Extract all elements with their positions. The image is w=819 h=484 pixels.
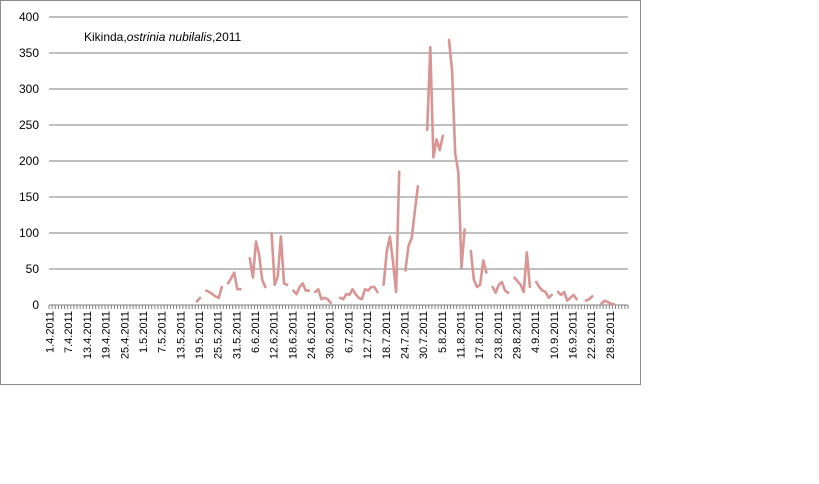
- series-line-segment: [338, 285, 379, 301]
- x-tick-label: 16.9.2011: [568, 311, 580, 359]
- y-tick-label: 0: [32, 298, 39, 312]
- series-line-segment: [513, 251, 532, 294]
- series-line-segment: [313, 287, 333, 305]
- series-line-segment: [584, 295, 594, 303]
- y-tick-label: 150: [19, 190, 39, 204]
- series-line-segment: [248, 240, 267, 289]
- x-tick-label: 28.9.2011: [605, 311, 617, 359]
- y-tick-label: 100: [19, 226, 39, 240]
- chart-title: Kikinda,ostrinia nubilalis,2011: [84, 30, 241, 44]
- x-tick-label: 1.4.2011: [45, 311, 57, 353]
- y-tick-label: 50: [26, 262, 40, 276]
- x-tick-label: 7.5.2011: [157, 311, 169, 353]
- series-line-segment: [195, 296, 202, 303]
- y-tick-label: 250: [19, 118, 39, 132]
- title-year: ,2011: [212, 30, 242, 44]
- x-tick-label: 1.5.2011: [138, 311, 150, 353]
- line-chart: 0 50 100 150 200 250 300 350 400 1.4.2011 7.4.201…: [19, 10, 629, 359]
- x-tick-label: 5.8.2011: [437, 311, 449, 353]
- x-tick-label: 17.8.2011: [474, 311, 486, 359]
- series-line-segment: [600, 299, 616, 306]
- x-tick-label: 11.8.2011: [455, 311, 467, 358]
- y-axis: 0 50 100 150 200 250 300 350 400: [19, 10, 39, 312]
- x-tick-label: 12.7.2011: [362, 311, 374, 359]
- x-tick-label: 19.5.2011: [194, 311, 206, 359]
- x-tick-label: 13.5.2011: [175, 311, 187, 359]
- series-line-segment: [382, 170, 401, 294]
- x-tick-label: 4.9.2011: [530, 311, 542, 353]
- x-tick-label: 18.6.2011: [287, 311, 299, 359]
- series-line-segment: [447, 38, 466, 269]
- y-tick-label: 200: [19, 154, 39, 168]
- title-place: Kikinda,: [84, 30, 127, 44]
- y-tick-label: 350: [19, 46, 39, 60]
- series-line-segment: [292, 282, 311, 296]
- x-tick-label: 25.5.2011: [213, 311, 225, 359]
- x-tick-label: 31.5.2011: [231, 311, 243, 359]
- x-tick-label: 6.7.2011: [343, 311, 355, 353]
- x-tick-label: 19.4.2011: [101, 311, 113, 359]
- chart-frame: 0 50 100 150 200 250 300 350 400 1.4.2011 7.4.201…: [0, 0, 641, 385]
- series-line-segment: [469, 249, 488, 289]
- series-line-segment: [556, 290, 578, 303]
- series-line-segment: [226, 271, 242, 291]
- gridlines: [49, 16, 628, 270]
- x-tick-label: 25.4.2011: [119, 311, 131, 359]
- x-tick-label: 13.4.2011: [82, 311, 94, 359]
- series-line-segment: [204, 285, 224, 300]
- x-tick-label: 12.6.2011: [269, 311, 281, 359]
- series-line-segment: [534, 280, 554, 300]
- x-tick-label: 22.9.2011: [586, 311, 598, 359]
- series-line-segment: [404, 184, 420, 272]
- x-tick-label: 24.7.2011: [399, 311, 411, 359]
- x-tick-label: 24.6.2011: [306, 311, 318, 359]
- x-tick-label: 10.9.2011: [549, 311, 561, 359]
- x-tick-label: 7.4.2011: [63, 311, 75, 353]
- y-tick-label: 300: [19, 82, 39, 96]
- x-tick-label: 6.6.2011: [250, 311, 262, 353]
- x-tick-label: 18.7.2011: [381, 311, 393, 359]
- x-tick-label: 30.7.2011: [418, 311, 430, 359]
- x-axis: 1.4.2011 7.4.2011 13.4.2011 19.4.2011 25.4.2…: [45, 304, 629, 359]
- x-tick-label: 30.6.2011: [325, 311, 337, 359]
- series-line-segment: [425, 45, 445, 159]
- title-species: ostrinia nubilalis: [126, 30, 213, 44]
- x-tick-label: 23.8.2011: [493, 311, 505, 359]
- series: [195, 38, 616, 306]
- y-tick-label: 400: [19, 10, 39, 24]
- series-line-segment: [270, 231, 289, 287]
- x-tick-label: 29.8.2011: [511, 311, 523, 359]
- series-line-segment: [491, 280, 510, 295]
